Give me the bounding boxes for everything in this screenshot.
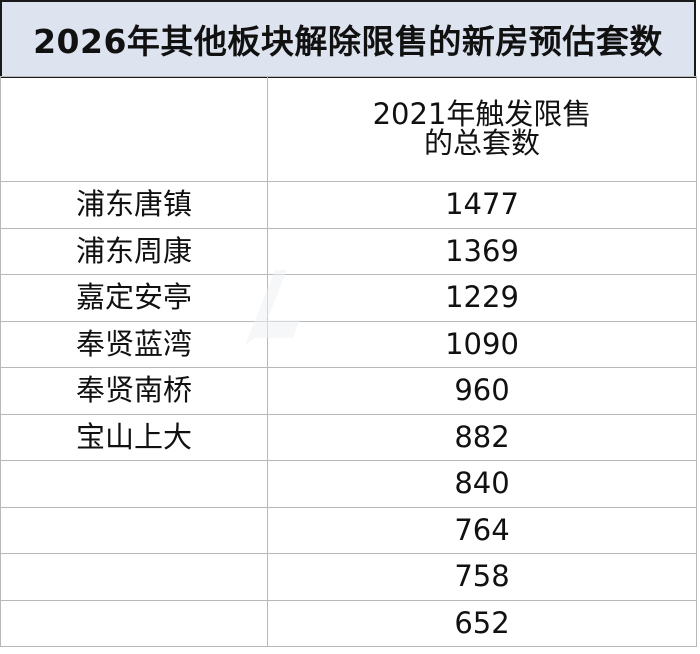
data-table: 2021年触发限售 的总套数 浦东唐镇 1477 浦东周康 1369 嘉定安亭 … [0, 76, 697, 647]
district-name-cell: 浦东唐镇 [0, 181, 268, 229]
unit-count-cell: 882 [267, 413, 697, 461]
unit-count-cell: 960 [267, 367, 697, 415]
table-row: 奉贤蓝湾 1090 [0, 320, 697, 368]
header-count-line-1: 2021年触发限售 [372, 97, 592, 131]
district-name-cell: 浦东周康 [0, 227, 268, 275]
district-name-cell: 宝山上大 [0, 413, 268, 461]
obscured-name-cell [0, 506, 268, 554]
table-row: 758 [0, 553, 697, 601]
header-cell-count: 2021年触发限售 的总套数 [267, 76, 697, 182]
table-row: 浦东周康 1369 [0, 227, 697, 275]
unit-count-cell: 652 [267, 599, 697, 647]
table-row: 浦东唐镇 1477 [0, 181, 697, 229]
unit-count-cell: 758 [267, 553, 697, 601]
table-row: 840 [0, 460, 697, 508]
obscured-name-cell [0, 460, 268, 508]
table-row: 奉贤南桥 960 [0, 367, 697, 415]
district-name-cell: 奉贤蓝湾 [0, 320, 268, 368]
obscured-name-cell [0, 599, 268, 647]
table-row: 652 [0, 599, 697, 647]
obscured-name-cell [0, 553, 268, 601]
unit-count-cell: 1229 [267, 274, 697, 322]
district-name-cell: 奉贤南桥 [0, 367, 268, 415]
unit-count-cell: 764 [267, 506, 697, 554]
header-count-line-2: 的总套数 [423, 126, 540, 160]
unit-count-cell: 1477 [267, 181, 697, 229]
district-name-cell: 嘉定安亭 [0, 274, 268, 322]
unit-count-cell: 1369 [267, 227, 697, 275]
unit-count-cell: 840 [267, 460, 697, 508]
table-row: 宝山上大 882 [0, 413, 697, 461]
table-row: 764 [0, 506, 697, 554]
header-cell-name [0, 76, 268, 182]
unit-count-cell: 1090 [267, 320, 697, 368]
table-row: 嘉定安亭 1229 [0, 274, 697, 322]
header-row: 2021年触发限售 的总套数 [0, 76, 697, 182]
table-title: 2026年其他板块解除限售的新房预估套数 [0, 0, 696, 78]
